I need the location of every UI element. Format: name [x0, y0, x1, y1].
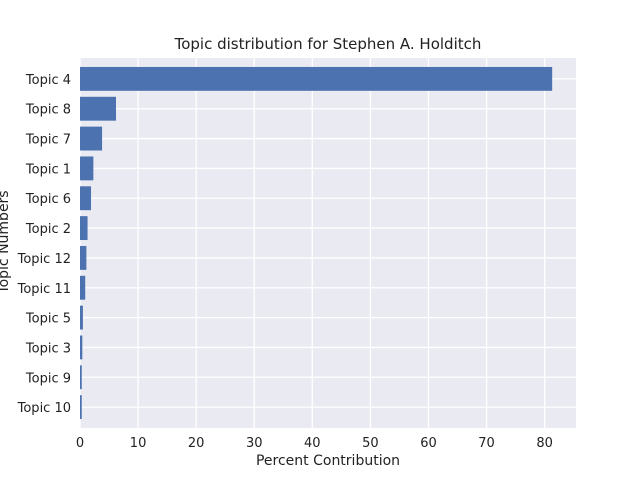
chart-title: Topic distribution for Stephen A. Holdit… [174, 35, 482, 53]
y-tick-label: Topic 9 [25, 371, 71, 386]
bar-topic-1 [80, 156, 94, 181]
bar-topic-5 [80, 305, 83, 330]
y-tick-label: Topic 10 [17, 401, 71, 416]
x-tick-label: 30 [246, 436, 263, 451]
y-tick-labels: Topic 4 Topic 8 Topic 7 Topic 1 Topic 6 Topic… [17, 73, 71, 416]
y-tick-label: Topic 6 [25, 192, 71, 207]
bar-topic-3 [80, 335, 83, 360]
bar-topic-12 [80, 245, 87, 270]
bar-topic-8 [80, 96, 117, 121]
bar-topic-2 [80, 216, 88, 241]
grid-lines [79, 58, 576, 428]
x-tick-label: 0 [76, 436, 84, 451]
bar-topic-4 [80, 66, 553, 91]
y-tick-label: Topic 3 [25, 341, 71, 356]
x-tick-label: 50 [362, 436, 379, 451]
bar-topic-6 [80, 186, 92, 211]
y-tick-label: Topic 8 [25, 103, 71, 118]
y-tick-label: Topic 12 [17, 252, 71, 267]
x-tick-label: 70 [478, 436, 495, 451]
x-tick-label: 60 [420, 436, 437, 451]
y-tick-label: Topic 5 [25, 312, 71, 327]
y-tick-label: Topic 2 [25, 222, 71, 237]
bar-topic-11 [80, 275, 86, 300]
bar-topic-9 [80, 365, 82, 390]
x-tick-label: 40 [304, 436, 321, 451]
x-tick-label: 20 [188, 436, 205, 451]
y-tick-label: Topic 1 [25, 162, 71, 177]
y-axis-label: Topic Numbers [0, 190, 12, 294]
x-tick-labels: 0 10 20 30 40 50 60 70 80 [76, 436, 553, 451]
bar-topic-10 [80, 395, 82, 420]
x-tick-label: 80 [536, 436, 553, 451]
x-axis-label: Percent Contribution [256, 453, 400, 469]
y-tick-label: Topic 4 [25, 73, 71, 88]
bars [80, 66, 553, 420]
y-tick-label: Topic 11 [17, 282, 71, 297]
plot-background [80, 58, 576, 428]
y-tick-label: Topic 7 [25, 133, 71, 148]
bar-topic-7 [80, 126, 103, 151]
x-tick-label: 10 [130, 436, 147, 451]
